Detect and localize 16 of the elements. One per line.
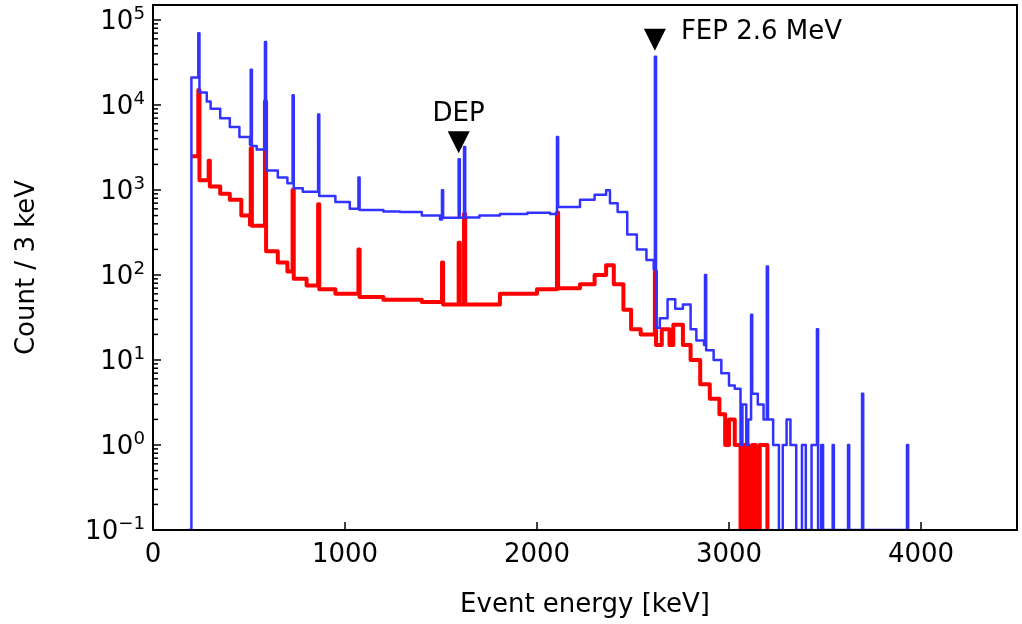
y-tick-label: 10$^{3}$ (100, 171, 145, 205)
x-tick-label: 3000 (695, 538, 763, 568)
x-tick-label: 1000 (311, 538, 379, 568)
x-tick-label: 4000 (887, 538, 955, 568)
annotation: DEP (432, 97, 485, 128)
y-tick-label: 10$^{0}$ (100, 426, 145, 460)
x-tick-label: 2000 (503, 538, 571, 568)
y-tick-label: 10$^{1}$ (100, 341, 145, 375)
x-axis-title: Event energy [keV] (460, 588, 710, 618)
y-tick-label: 10$^{2}$ (100, 256, 145, 290)
y-tick-label: 10$^{5}$ (100, 1, 145, 35)
y-tick-label: 10$^{4}$ (100, 86, 145, 120)
y-tick-label: 10$^{−1}$ (85, 511, 145, 545)
y-axis-title: Count / 3 keV (10, 179, 40, 356)
annotation: FEP 2.6 MeV (680, 14, 843, 45)
x-tick-label: 0 (144, 538, 162, 568)
